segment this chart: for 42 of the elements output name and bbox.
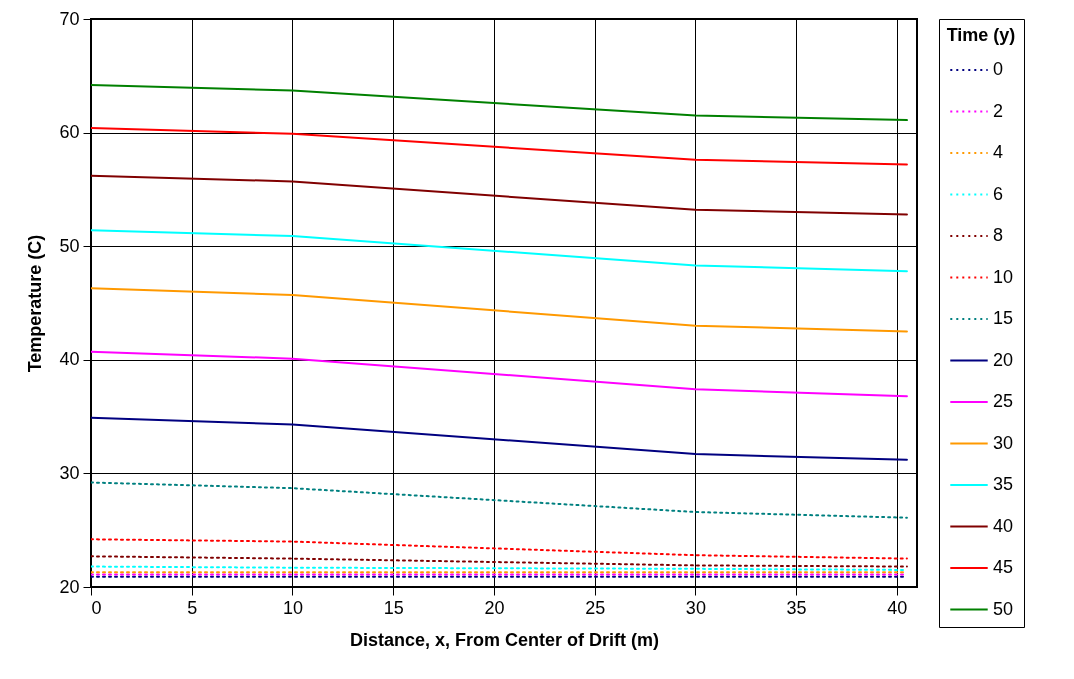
y-tick-label: 70: [59, 8, 80, 29]
y-tick-label: 60: [59, 122, 80, 143]
x-tick-label: 10: [282, 597, 303, 618]
line-series: [91, 538, 908, 560]
x-tick-label: 30: [685, 597, 706, 618]
legend-label: 0: [993, 59, 1004, 79]
line-series: [91, 127, 908, 166]
x-axis-title: Distance, x, From Center of Drift (m): [349, 629, 660, 650]
x-tick-label: 5: [187, 597, 198, 618]
legend-label: 6: [993, 183, 1004, 204]
legend-title: Time (y): [946, 25, 1016, 45]
legend-label: 15: [993, 308, 1014, 328]
legend-label: 10: [993, 266, 1014, 287]
legend-label: 2: [993, 100, 1004, 121]
y-tick-label: 50: [59, 235, 80, 256]
legend-label: 35: [993, 474, 1014, 494]
line-series: [91, 287, 908, 333]
x-tick-label: 40: [887, 597, 908, 618]
x-tick-label: 25: [585, 597, 606, 618]
line-series: [91, 229, 908, 273]
legend-label: 25: [993, 391, 1014, 411]
line-series: [91, 83, 908, 122]
y-tick-label: 30: [59, 462, 80, 483]
x-tick-label: 15: [383, 597, 404, 618]
line-series: [91, 174, 908, 216]
legend-label: 20: [993, 349, 1014, 370]
legend-label: 30: [993, 432, 1014, 453]
line-series: [91, 350, 908, 398]
y-axis-title: Temperature (C): [25, 234, 46, 373]
y-tick-label: 20: [59, 576, 80, 597]
x-tick-label: 0: [91, 597, 102, 618]
line-series: [91, 481, 908, 519]
legend-label: 8: [993, 225, 1004, 245]
line-series: [91, 555, 908, 568]
y-tick-label: 40: [59, 349, 80, 370]
legend-label: 4: [993, 142, 1004, 162]
line-series: [91, 416, 908, 461]
x-tick-label: 35: [786, 597, 807, 618]
legend-label: 40: [993, 515, 1014, 536]
x-tick-label: 20: [484, 597, 505, 618]
legend-label: 50: [993, 598, 1014, 619]
legend-label: 45: [993, 557, 1014, 577]
